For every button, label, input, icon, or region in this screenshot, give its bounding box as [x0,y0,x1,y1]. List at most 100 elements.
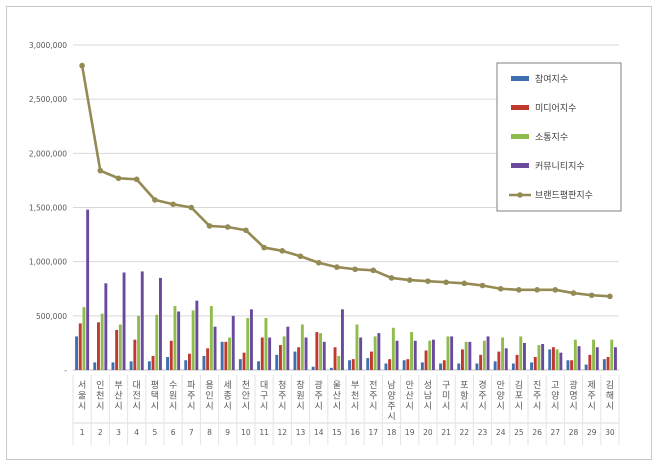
line-point-9 [243,227,249,234]
x-tick-char: 안 [242,391,250,402]
line-point-7 [206,223,213,229]
bar-0-21 [457,363,461,370]
x-tick-char: 원 [169,391,177,402]
line-point-8 [224,224,231,230]
bar-2-2 [118,324,122,370]
x-tick-char: 시 [588,401,596,412]
line-point-18 [406,277,413,283]
x-tick-char: 주 [278,391,286,402]
x-axis: 서 울 시1인 천 시2부 산 시3대 전 시4평 택 시5수 원 시6파 주 시7용 인 시8세 종 시9천 안 시1… [72,375,620,445]
bar-1-15 [351,359,355,370]
x-tick-char: 청 [278,380,286,391]
x-tick-char: 안 [406,380,414,391]
legend-marker-4 [517,192,523,198]
line-point-1 [97,167,104,174]
bar-3-19 [432,339,435,370]
bar-2-10 [264,318,268,370]
x-tick-char: 시 [515,401,523,412]
brand-reputation-chart: - 500,000 1,000,000 1,500,000 2,000,000 2,500… [29,41,622,445]
bar-1-4 [151,355,155,370]
bar-0-4 [147,361,151,370]
x-tick-char: 안 [497,380,505,391]
bar-1-28 [588,354,592,370]
bar-0-11 [275,354,279,370]
bar-3-14 [341,309,344,370]
bar-1-22 [479,354,483,370]
bar-2-16 [373,336,377,370]
bar-2-3 [137,315,140,370]
x-tick-char: 시 [242,401,250,412]
bar-2-23 [501,337,504,370]
bar-3-15 [359,337,363,370]
line-point-13 [315,259,322,266]
bar-3-20 [450,336,454,370]
bar-1-7 [206,348,210,370]
x-tick-char: 시 [78,401,86,412]
line-series [79,62,613,300]
bar-3-29 [614,347,617,370]
x-tick-char: 미 [442,391,450,402]
rank-label-13: 14 [314,428,324,437]
x-tick-char: 구 [442,380,450,391]
x-tick-char: 천 [242,380,250,391]
chart-frame: - 500,000 1,000,000 1,500,000 2,000,000 2,500… [6,6,652,460]
x-tick-char: 시 [369,401,377,412]
legend-label-1: 미디어지수 [535,103,576,114]
x-tick-char: 시 [333,401,341,412]
line-point-28 [588,292,595,299]
bar-1-0 [78,323,82,370]
x-tick-char: 주 [187,391,195,402]
x-tick-char: 원 [296,391,304,402]
bar-0-10 [257,361,260,370]
bar-2-18 [410,332,413,370]
bar-0-23 [493,361,497,370]
bar-2-19 [428,340,432,370]
x-tick-char: 서 [78,380,86,391]
bar-2-24 [519,336,523,370]
bar-1-10 [260,337,264,370]
bar-3-5 [177,311,181,370]
rank-label-10: 11 [259,428,269,437]
bar-1-29 [606,357,610,370]
bar-0-24 [511,363,515,370]
x-tick-char: 전 [369,380,377,391]
bar-2-4 [155,314,159,370]
x-tick-char: 광 [569,379,577,391]
rank-label-27: 28 [569,428,579,437]
line-point-10 [261,244,267,251]
line-point-17 [388,275,395,281]
bar-0-12 [293,351,297,370]
line-point-14 [334,264,340,270]
line-point-6 [188,204,195,211]
bar-1-5 [169,340,173,370]
x-tick-char: 시 [278,401,286,412]
bar-2-26 [555,349,559,370]
x-tick-char: 성 [424,380,432,391]
x-tick-char: 시 [151,401,159,412]
bar-2-9 [246,318,250,370]
bar-1-1 [97,322,100,370]
line-point-29 [607,293,613,300]
bar-2-0 [82,307,86,370]
x-tick-char: 시 [133,401,141,412]
rank-label-5: 6 [171,428,176,437]
x-tick-char: 명 [569,391,577,402]
bar-2-6 [191,310,195,370]
bar-3-28 [595,347,599,370]
bar-2-21 [464,341,468,370]
bar-1-16 [370,351,373,370]
rank-label-20: 21 [441,428,451,437]
bar-1-9 [242,352,246,370]
rank-label-4: 5 [153,428,158,437]
bar-2-25 [537,345,541,370]
